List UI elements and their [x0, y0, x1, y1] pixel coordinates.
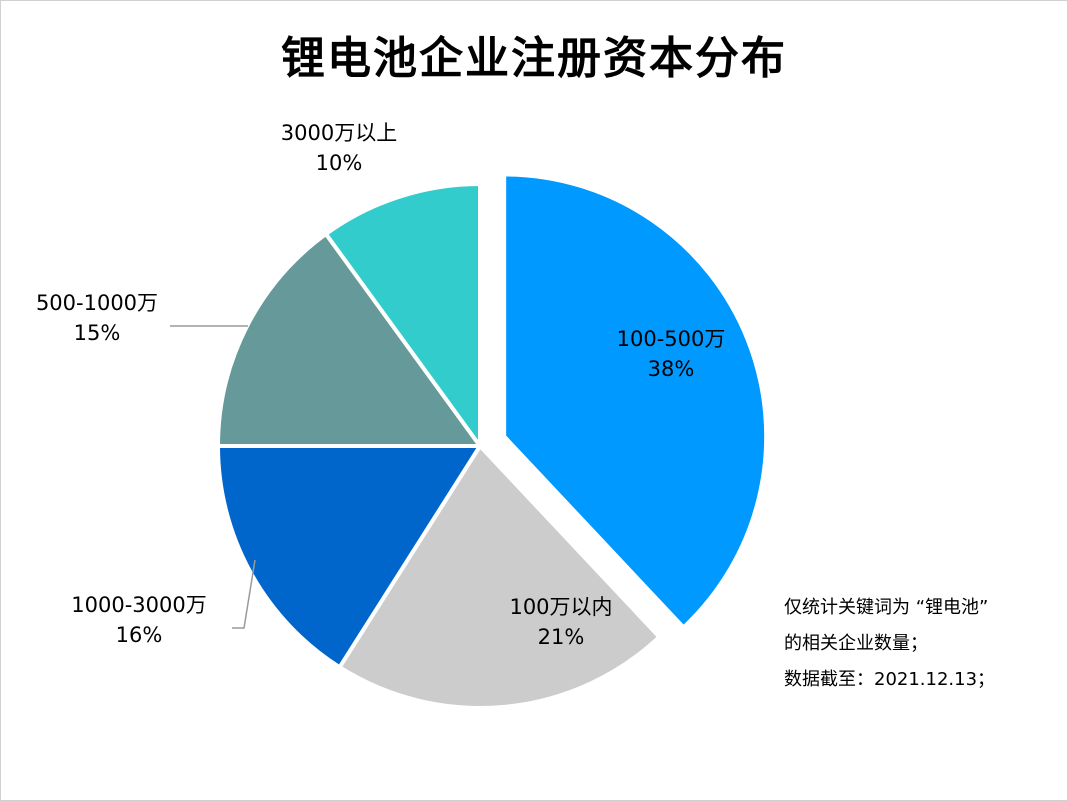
- slice-label-name: 100万以内: [509, 595, 612, 619]
- pie-slice-4: [216, 232, 482, 448]
- pie-slices: [216, 172, 769, 710]
- slice-label-percent: 15%: [74, 321, 121, 345]
- pie-slice-3: [216, 444, 482, 670]
- slice-label-name: 1000-3000万: [71, 593, 206, 617]
- slice-label-percent: 10%: [316, 151, 363, 175]
- slice-label-name: 3000万以上: [281, 121, 397, 145]
- footnote-line-1: 仅统计关键词为 “锂电池”: [784, 597, 989, 618]
- slice-label-name: 500-1000万: [36, 291, 158, 315]
- leader-line-3: [232, 559, 256, 629]
- footnote: 仅统计关键词为 “锂电池” 的相关企业数量； 数据截至：2021.12.13；: [784, 590, 995, 698]
- chart-title: 锂电池企业注册资本分布: [281, 33, 787, 84]
- pie-slice-5: [324, 182, 482, 448]
- pie-slice-1: [502, 172, 769, 630]
- slice-labels: 100-500万 38% 100万以内 21% 1000-3000万 16% 500-100…: [36, 121, 725, 649]
- slice-label-name: 100-500万: [617, 327, 726, 351]
- footnote-line-3: 数据截至：2021.12.13；: [784, 669, 996, 690]
- leader-lines: [170, 325, 256, 629]
- slice-label-percent: 38%: [648, 357, 695, 381]
- slice-label-percent: 16%: [116, 623, 163, 647]
- footnote-line-2: 的相关企业数量；: [784, 633, 928, 654]
- pie-slice-2: [337, 444, 662, 710]
- slice-label-percent: 21%: [538, 625, 585, 649]
